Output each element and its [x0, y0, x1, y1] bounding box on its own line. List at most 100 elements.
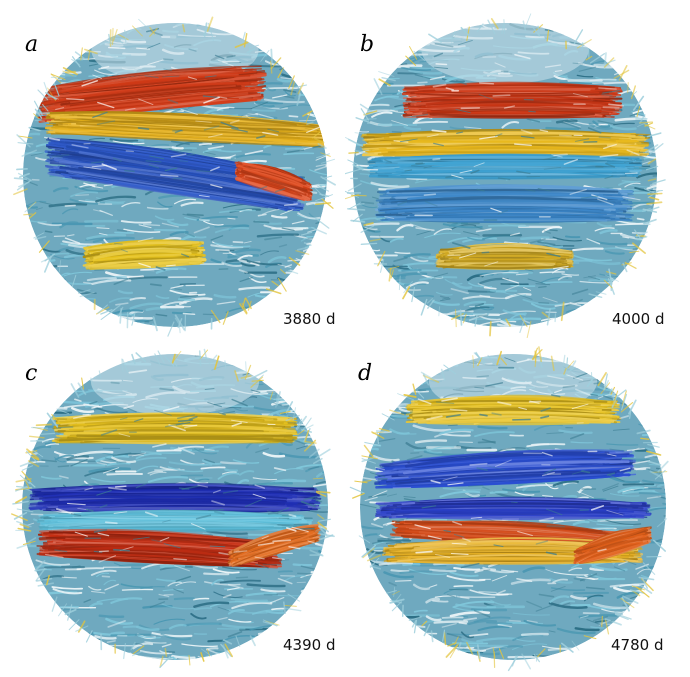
rim-strand	[459, 309, 463, 326]
rim-strand	[17, 172, 32, 182]
rim-strand	[500, 357, 508, 366]
rim-strand	[112, 28, 118, 42]
rim-strand	[210, 309, 221, 324]
rim-strand	[438, 306, 441, 317]
rim-strand	[288, 75, 295, 89]
rim-strand	[612, 390, 619, 406]
rim-strand	[460, 26, 470, 37]
rim-strand	[388, 265, 400, 270]
rim-strand	[12, 500, 29, 505]
rim-strand	[651, 189, 663, 193]
rim-strand	[37, 89, 49, 101]
rim-strand	[354, 480, 368, 484]
rim-strand	[222, 310, 229, 325]
rim-strand	[636, 586, 650, 598]
rim-strand	[19, 523, 30, 529]
rim-strand	[526, 320, 532, 338]
rim-strand	[652, 179, 666, 185]
rim-strand	[135, 352, 147, 363]
rim-strand	[654, 469, 666, 480]
rim-strand	[130, 641, 136, 651]
rim-strand	[642, 222, 651, 225]
panel-b: b 4000 d	[345, 0, 690, 338]
rim-strand	[287, 269, 299, 275]
rim-strand	[124, 29, 127, 44]
rim-strand	[318, 518, 331, 522]
rim-strand	[17, 142, 34, 145]
panel-letter-b: b	[360, 32, 375, 57]
rim-strand	[546, 308, 551, 326]
rim-strand	[359, 103, 373, 113]
rim-strand	[569, 360, 577, 372]
rim-strand	[350, 219, 366, 223]
rim-strand	[64, 608, 77, 616]
rim-strand	[262, 619, 278, 627]
rim-strand	[21, 465, 34, 471]
rim-strand	[26, 448, 40, 460]
rim-strand	[22, 540, 36, 545]
rim-strand	[533, 653, 541, 663]
rim-strand	[32, 449, 44, 458]
rim-strand	[17, 527, 32, 532]
rim-strand	[654, 541, 663, 545]
rim-strand	[466, 641, 474, 655]
rim-strand	[397, 393, 415, 401]
rim-strand	[16, 520, 32, 528]
rim-strand	[296, 246, 310, 251]
field-band-c-2	[36, 509, 314, 532]
rim-strand	[571, 640, 580, 651]
rim-strand	[345, 190, 359, 198]
field-band-c-0	[51, 412, 298, 445]
rim-strand	[428, 33, 442, 43]
rim-strand	[378, 71, 395, 77]
rim-strand	[283, 604, 297, 607]
rim-strand	[345, 168, 361, 175]
rim-strand	[354, 149, 368, 154]
rim-strand	[604, 274, 619, 282]
rim-strand	[403, 394, 417, 398]
rim-strand	[16, 542, 31, 549]
rim-strand	[56, 408, 70, 415]
rim-strand	[275, 393, 279, 408]
rim-strand	[46, 574, 50, 586]
rim-strand	[79, 291, 95, 298]
rim-strand	[450, 31, 456, 41]
rim-strand	[541, 311, 550, 319]
rim-strand	[290, 81, 296, 96]
rim-strand	[604, 619, 610, 635]
rim-strand	[288, 256, 301, 266]
rim-strand	[521, 653, 532, 670]
rim-strand	[13, 177, 28, 181]
rim-strand	[417, 50, 429, 53]
rim-strand	[68, 619, 80, 631]
rim-strand	[234, 370, 239, 382]
rim-strand	[505, 318, 511, 327]
rim-strand	[314, 137, 325, 144]
rim-strand	[629, 589, 645, 594]
rim-strand	[34, 560, 46, 572]
rim-strand	[303, 242, 312, 247]
rim-strand	[538, 346, 543, 363]
rim-strand	[13, 188, 28, 196]
rim-strand	[388, 267, 392, 282]
rim-strand	[283, 601, 286, 614]
rim-strand	[224, 360, 227, 370]
rim-strand	[636, 429, 651, 435]
rim-strand	[34, 128, 42, 132]
rim-strand	[445, 644, 459, 658]
rim-strand	[550, 355, 555, 371]
rim-strand	[132, 25, 143, 37]
rim-strand	[77, 382, 87, 396]
rim-strand	[51, 596, 58, 612]
rim-strand	[280, 268, 286, 275]
rim-strand	[363, 110, 378, 116]
field-band-c-1	[28, 482, 322, 514]
rim-strand	[563, 366, 576, 377]
rim-strand	[35, 567, 46, 582]
rim-strand	[381, 413, 395, 421]
rim-strand	[100, 309, 116, 321]
rim-strand	[360, 108, 370, 121]
panel-a: a 3880 d	[0, 0, 345, 338]
rim-strand	[19, 474, 30, 485]
rim-strand	[200, 652, 205, 662]
